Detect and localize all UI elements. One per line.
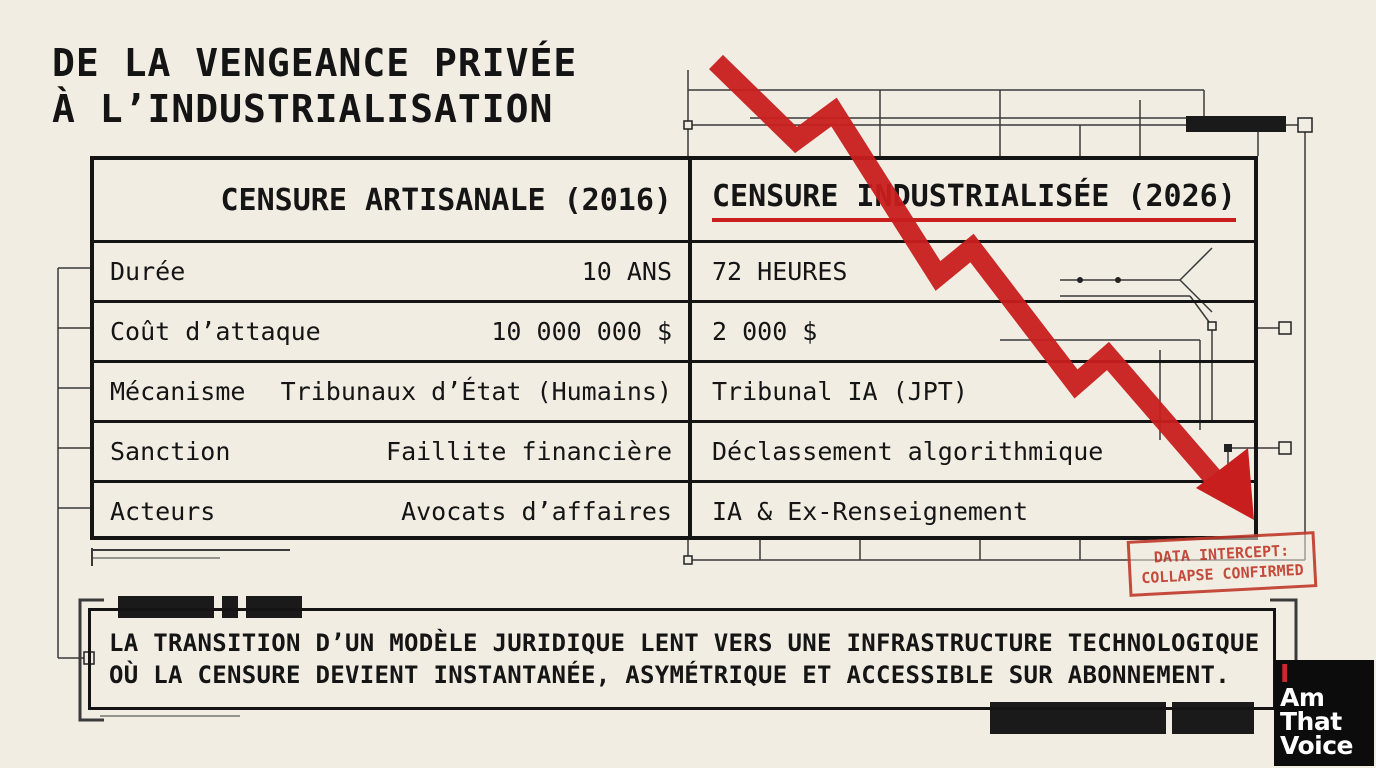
header-artisanal: CENSURE ARTISANALE (2016) xyxy=(220,182,672,218)
industrial-value: Tribunal IA (JPT) xyxy=(712,377,968,406)
table-row: Sanction Faillite financière Déclassemen… xyxy=(94,420,1254,480)
logo-word-3: That xyxy=(1280,707,1342,736)
table-row: Mécanisme Tribunaux d’État (Humains) Tri… xyxy=(94,360,1254,420)
artisanal-value: 10 000 000 $ xyxy=(491,317,672,346)
title-line-1: DE LA VENGEANCE PRIVÉE xyxy=(52,41,578,85)
row-label: Mécanisme xyxy=(110,377,246,406)
title-line-2: À L’INDUSTRIALISATION xyxy=(52,87,554,131)
logo-word-4: Voice xyxy=(1280,731,1354,760)
industrial-value: 2 000 $ xyxy=(712,317,818,346)
artisanal-cell: Acteurs Avocats d’affaires xyxy=(94,483,690,540)
row-label: Durée xyxy=(110,257,186,286)
industrial-value: 72 HEURES xyxy=(712,257,848,286)
industrial-value: IA & Ex-Renseignement xyxy=(712,497,1029,526)
artisanal-cell: Coût d’attaque 10 000 000 $ xyxy=(94,303,690,360)
artisanal-cell: Mécanisme Tribunaux d’État (Humains) xyxy=(94,363,690,420)
header-industrial: CENSURE INDUSTRIALISÉE (2026) xyxy=(690,160,1258,240)
table-row: Durée 10 ANS 72 HEURES xyxy=(94,240,1254,300)
industrial-value: Déclassement algorithmique xyxy=(712,437,1104,466)
header-industrial-label: CENSURE INDUSTRIALISÉE (2026) xyxy=(712,179,1236,222)
column-divider xyxy=(688,160,692,536)
artisanal-cell: Sanction Faillite financière xyxy=(94,423,690,480)
artisanal-value: 10 ANS xyxy=(581,257,672,286)
logo-word-1: I xyxy=(1280,659,1289,688)
data-intercept-stamp: DATA INTERCEPT: COLLAPSE CONFIRMED xyxy=(1126,531,1318,597)
summary-line-1: LA TRANSITION D’UN MODÈLE JURIDIQUE LENT… xyxy=(109,629,1260,657)
row-label: Coût d’attaque xyxy=(110,317,321,346)
table-header-row: CENSURE ARTISANALE (2016) CENSURE INDUST… xyxy=(94,160,1254,240)
summary-box: LA TRANSITION D’UN MODÈLE JURIDIQUE LENT… xyxy=(88,608,1276,710)
artisanal-cell: Durée 10 ANS xyxy=(94,243,690,300)
artisanal-value: Faillite financière xyxy=(386,437,672,466)
table-row: Acteurs Avocats d’affaires IA & Ex-Rense… xyxy=(94,480,1254,540)
artisanal-value: Avocats d’affaires xyxy=(401,497,672,526)
row-label: Sanction xyxy=(110,437,231,466)
row-label: Acteurs xyxy=(110,497,216,526)
artisanal-value: Tribunaux d’État (Humains) xyxy=(280,377,672,406)
logo-word-2: Am xyxy=(1280,683,1325,712)
table-row: Coût d’attaque 10 000 000 $ 2 000 $ xyxy=(94,300,1254,360)
page-title: DE LA VENGEANCE PRIVÉE À L’INDUSTRIALISA… xyxy=(52,40,577,132)
iamthatvoice-logo: I Am That Voice xyxy=(1274,660,1374,766)
summary-line-2: OÙ LA CENSURE DEVIENT INSTANTANÉE, ASYMÉ… xyxy=(109,661,1230,689)
comparison-table: CENSURE ARTISANALE (2016) CENSURE INDUST… xyxy=(90,156,1258,540)
